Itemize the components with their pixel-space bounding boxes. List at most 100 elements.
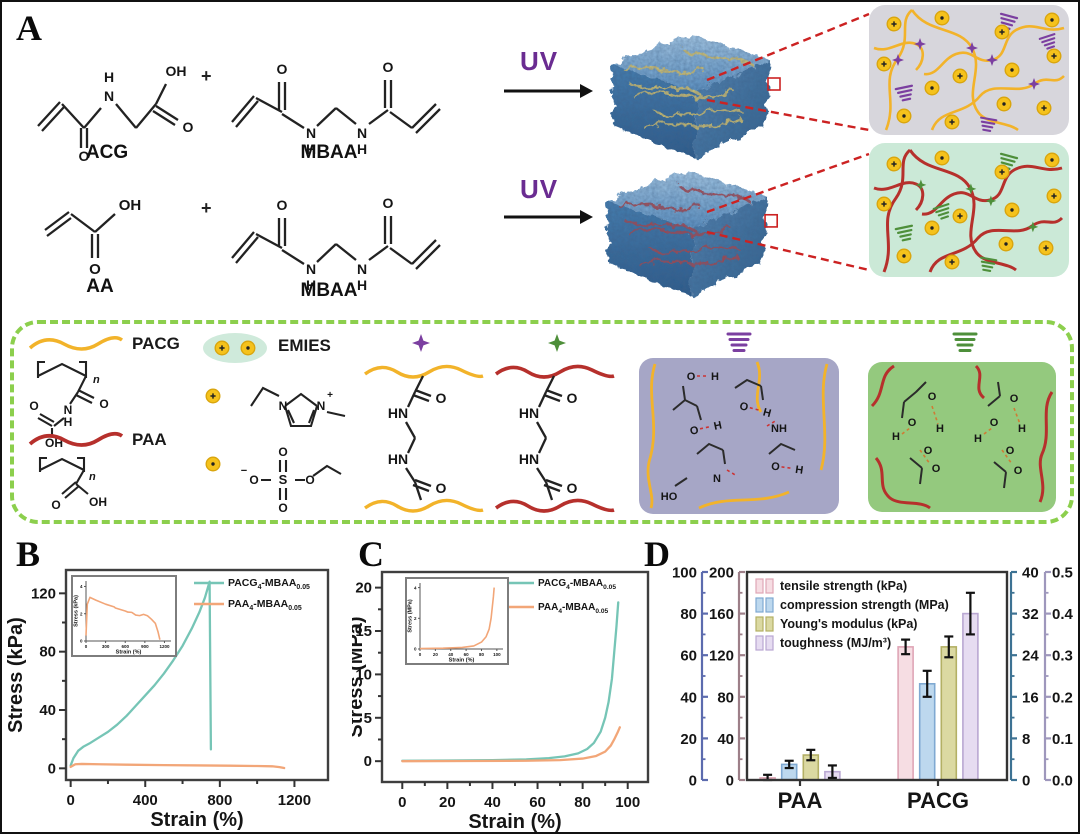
molecule-mbaa-2 xyxy=(230,193,442,295)
panel-label-a: A xyxy=(16,8,42,48)
network-inset-pacg xyxy=(869,5,1069,135)
axis-tick-label: 100 xyxy=(672,565,697,582)
inset-x-tick-label: 20 xyxy=(433,652,439,657)
inset-y-label: Stress (kPa) xyxy=(74,595,80,627)
atom-O: O xyxy=(183,119,194,135)
y-axis-label: Stress (MPa) xyxy=(352,616,367,737)
zoom-connector-1 xyxy=(706,12,870,132)
paa-threads xyxy=(618,185,752,267)
axis-tick-label: 20 xyxy=(680,731,697,748)
crosslink-paa-motif xyxy=(494,364,615,513)
atom-H: H xyxy=(1018,423,1026,435)
y-axis-label: Stress (kPa) xyxy=(6,617,27,733)
hbond-paa-content: O O H O H O O O H O H O xyxy=(870,364,1054,510)
inset-y-tick-label: 2 xyxy=(414,616,417,621)
molecule-acg: O N H OH O xyxy=(37,63,194,162)
atom-H: H xyxy=(64,415,73,429)
legend-item: tensile strength (kPa) xyxy=(780,579,907,593)
inset-x-tick-label: 0 xyxy=(419,652,422,657)
error-bar xyxy=(944,635,954,659)
label-emies: EMIES xyxy=(278,336,331,355)
plus-sign: + xyxy=(201,198,212,218)
axis-tick-label: 60 xyxy=(680,648,697,665)
curve-PACG4-MBAA0.05 xyxy=(69,580,213,767)
atom-O: O xyxy=(278,501,287,515)
hydrogel-cube-pacg xyxy=(612,34,781,158)
chart-d-bars: 0 20 40 60 80 100 0 40 80 120 160 200 0 8 16 24 32 40 0.0 0… xyxy=(672,565,1074,814)
legend-item: PACG4-MBAA0.05 xyxy=(228,577,310,591)
x-tick-label: 0 xyxy=(66,792,74,809)
inset-x-label: Strain (%) xyxy=(116,650,142,656)
atom-OH: OH xyxy=(89,495,107,509)
molecule-name-mbaa-1: MBAA xyxy=(300,142,358,163)
atom-OH: OH xyxy=(166,63,187,79)
x-tick-label: 60 xyxy=(529,794,546,811)
error-bar xyxy=(965,591,975,636)
network-inset-paa xyxy=(869,143,1069,277)
plot-frame xyxy=(745,570,1009,782)
atom-O: O xyxy=(1014,465,1023,477)
molecule-emi-cation: N N + xyxy=(205,386,346,428)
molecule-name-mbaa-2: MBAA xyxy=(300,280,358,301)
axis-ticks xyxy=(59,592,296,787)
legend-swatch xyxy=(765,597,774,613)
inset-x-tick-label: 80 xyxy=(479,652,485,657)
inset-x-label: Strain (%) xyxy=(449,658,475,664)
axis-tick-label: 32 xyxy=(1022,606,1039,623)
x-tick-label: 1200 xyxy=(278,792,311,809)
paa-chain-sample xyxy=(28,431,124,447)
axis-ticks xyxy=(375,586,629,789)
uv-label-2: UV xyxy=(520,174,559,204)
molecule-mbaa-1 xyxy=(230,57,442,159)
legend-item: PACG4-MBAA0.05 xyxy=(538,578,616,591)
molecule-aa: OH O xyxy=(44,197,142,278)
legend-swatch xyxy=(755,616,764,632)
legend-box: PACG n O N H O OH PAA xyxy=(10,320,1074,524)
legend-item: PAA4-MBAA0.05 xyxy=(538,602,609,615)
panel-label-b: B xyxy=(16,534,41,574)
x-tick-label: 40 xyxy=(484,794,501,811)
x-tick-label: 20 xyxy=(439,794,456,811)
category-label-PACG: PACG xyxy=(907,788,969,813)
zoom-source-box xyxy=(764,213,779,228)
atom-O: O xyxy=(1006,445,1015,457)
atom-n: n xyxy=(93,374,100,386)
inset-x-tick-label: 300 xyxy=(102,644,110,649)
legend-item: PAA4-MBAA0.05 xyxy=(228,598,302,612)
atom-H: H xyxy=(936,423,944,435)
atom-H: H xyxy=(892,431,900,443)
bar-compression strength (MPa)-PACG xyxy=(918,683,936,781)
axis-tick-label: 24 xyxy=(1022,648,1039,665)
label-pacg: PACG xyxy=(132,334,180,353)
curve-PAA4-MBAA0.05 xyxy=(401,726,621,763)
atom-OH: OH xyxy=(119,197,142,214)
atom-O: O xyxy=(29,399,38,413)
legend-swatch xyxy=(755,597,764,613)
atom-N: N xyxy=(279,399,288,413)
axis-tick-label: 0 xyxy=(689,773,697,790)
axis-tick-label: 80 xyxy=(680,606,697,623)
legend-swatch xyxy=(765,616,774,632)
inset-x-tick-label: 100 xyxy=(493,652,501,657)
legend-swatch xyxy=(755,578,764,594)
legend-swatch xyxy=(755,635,764,651)
inset-x-tick-label: 900 xyxy=(141,644,149,649)
axis-tick-label: 0.5 xyxy=(1052,565,1073,582)
atom-H: H xyxy=(974,433,982,445)
atom-NH: NH xyxy=(771,423,787,435)
atom-O: O xyxy=(1010,393,1019,405)
hbond-purple-icon xyxy=(726,332,752,352)
atom-N: N xyxy=(104,88,114,104)
crosslink-purple-icon xyxy=(412,334,430,352)
emies-pair-icon xyxy=(203,333,267,363)
y-tick-label: 120 xyxy=(31,585,56,602)
hydrogel-cube-paa xyxy=(606,170,779,296)
legend-swatch xyxy=(765,578,774,594)
inset-curve xyxy=(419,587,495,650)
atom-O: O xyxy=(990,417,999,429)
y-tick-label: 0 xyxy=(48,760,56,777)
x-tick-label: 100 xyxy=(615,794,640,811)
atom-H: H xyxy=(104,69,114,85)
legend-item: toughness (MJ/m³) xyxy=(780,636,891,650)
